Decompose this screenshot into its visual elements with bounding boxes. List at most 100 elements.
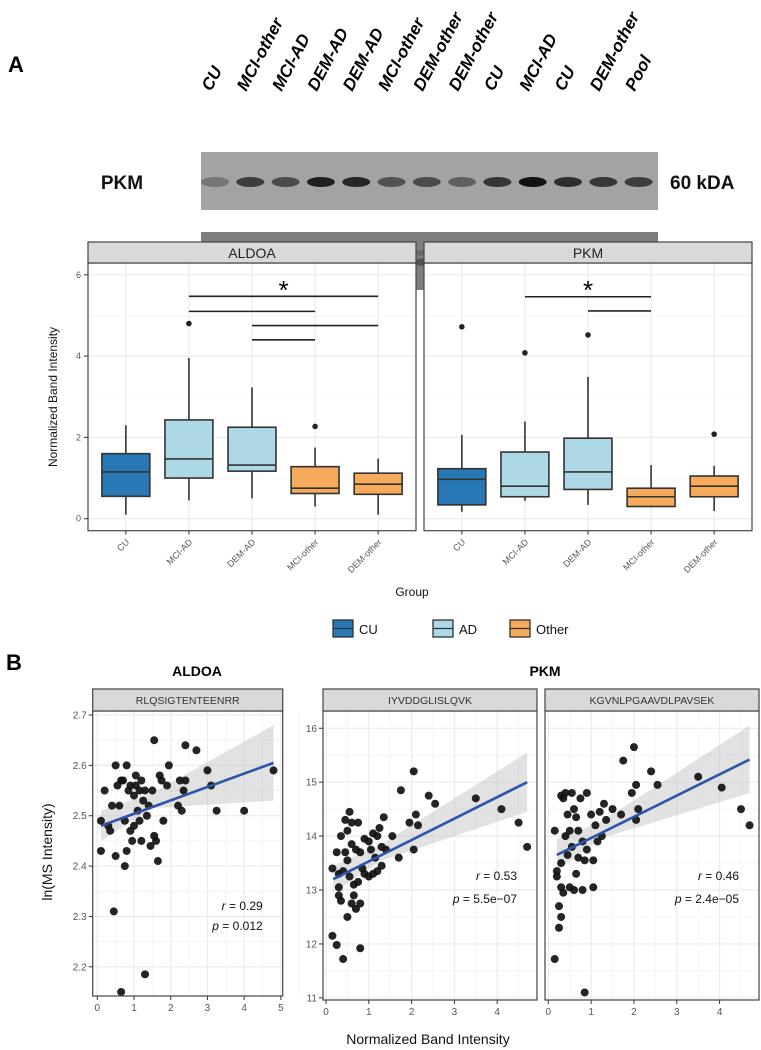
data-point bbox=[431, 799, 440, 808]
x-tick-label: 3 bbox=[205, 1003, 211, 1014]
data-point bbox=[582, 845, 591, 854]
outlier-point bbox=[522, 350, 528, 356]
data-point bbox=[135, 786, 144, 795]
outlier-point bbox=[585, 332, 591, 338]
data-point bbox=[414, 821, 423, 830]
data-point bbox=[349, 891, 358, 900]
r-symbol: r bbox=[476, 869, 481, 883]
data-point bbox=[557, 859, 566, 868]
x-tick-label: DEM-AD bbox=[561, 537, 594, 570]
facet-strip bbox=[423, 241, 753, 264]
box-cu bbox=[437, 324, 487, 512]
data-point bbox=[107, 801, 116, 810]
equals: = bbox=[219, 919, 233, 933]
boxplot-facet-pkm: CU MCI-AD DEM-AD MCI-other DEM-other * PKM bbox=[423, 241, 753, 575]
p-symbol: p bbox=[452, 892, 460, 906]
x-tick-label: 2 bbox=[168, 1003, 174, 1014]
y-tick-label: 0 bbox=[76, 514, 81, 524]
equals: = bbox=[226, 899, 240, 913]
y-tick-label: 14 bbox=[306, 832, 318, 843]
facet-strip-label: RLQSIGTENTEENRR bbox=[136, 695, 240, 707]
blot-band bbox=[377, 177, 406, 187]
data-point bbox=[137, 836, 146, 845]
data-point bbox=[356, 944, 365, 953]
data-point bbox=[131, 771, 140, 780]
data-point bbox=[163, 781, 172, 790]
y-tick-label: 2.5 bbox=[73, 811, 87, 822]
blot-band bbox=[589, 177, 618, 187]
y-axis-label: ln(MS Intensity) bbox=[39, 803, 55, 900]
blot-band bbox=[412, 177, 441, 187]
legend-item-ad: AD bbox=[432, 619, 477, 638]
data-point bbox=[578, 886, 587, 895]
data-point bbox=[555, 902, 564, 911]
box-mci-ad bbox=[164, 320, 214, 501]
data-point bbox=[405, 818, 414, 827]
data-point bbox=[106, 826, 115, 835]
x-tick-label: 3 bbox=[452, 1007, 458, 1018]
boxplot-facet-aldoa: CU MCI-AD DEM-AD MCI-other DEM-other *ALDOA bbox=[87, 241, 417, 575]
x-tick-label: 4 bbox=[494, 1007, 500, 1018]
data-point bbox=[567, 788, 576, 797]
data-point bbox=[563, 850, 572, 859]
facet-strip-label: KGVNLPGAAVDLPAVSEK bbox=[590, 695, 715, 707]
data-point bbox=[150, 736, 159, 745]
data-point bbox=[142, 811, 151, 820]
x-tick-label: CU bbox=[115, 537, 131, 553]
data-point bbox=[122, 846, 131, 855]
legend-label: AD bbox=[459, 622, 477, 637]
data-point bbox=[396, 786, 405, 795]
data-point bbox=[629, 743, 638, 752]
x-tick-label: 4 bbox=[241, 1003, 247, 1014]
equals: = bbox=[480, 869, 494, 883]
data-point bbox=[373, 867, 382, 876]
box bbox=[290, 465, 340, 495]
data-point bbox=[139, 796, 148, 805]
y-axis-label: Normalized Band Intensity bbox=[46, 327, 60, 467]
data-point bbox=[212, 806, 221, 815]
y-tick-label: 12 bbox=[306, 939, 318, 950]
blot-band bbox=[201, 177, 229, 187]
box bbox=[437, 467, 487, 506]
y-tick-label: 2 bbox=[76, 432, 81, 442]
box-cu bbox=[101, 425, 151, 515]
data-point bbox=[552, 872, 561, 881]
data-point bbox=[379, 813, 388, 822]
x-tick-label: 4 bbox=[717, 1007, 723, 1018]
data-point bbox=[343, 912, 352, 921]
y-tick-label: 6 bbox=[76, 270, 81, 280]
lane-label: CU bbox=[480, 63, 509, 94]
data-point bbox=[514, 818, 523, 827]
equals: = bbox=[460, 892, 474, 906]
data-point bbox=[141, 970, 150, 979]
data-point bbox=[559, 888, 568, 897]
blot-band bbox=[236, 177, 265, 187]
data-point bbox=[157, 776, 166, 785]
box bbox=[563, 437, 613, 491]
outlier-point bbox=[711, 431, 717, 437]
y-tick-label: 2.3 bbox=[73, 912, 87, 923]
data-point bbox=[334, 883, 343, 892]
facet-strip bbox=[544, 688, 760, 712]
data-point bbox=[595, 807, 604, 816]
data-point bbox=[100, 786, 109, 795]
data-point bbox=[561, 788, 570, 797]
data-point bbox=[373, 832, 382, 841]
data-point bbox=[347, 840, 356, 849]
data-point bbox=[341, 848, 350, 857]
data-point bbox=[555, 923, 564, 932]
data-point bbox=[328, 931, 337, 940]
r-value: 0.46 bbox=[716, 869, 740, 883]
significance-star: * bbox=[278, 275, 288, 305]
data-point bbox=[602, 815, 611, 824]
r-value: 0.29 bbox=[239, 899, 263, 913]
data-point bbox=[339, 955, 348, 964]
data-point bbox=[164, 761, 173, 770]
data-point bbox=[550, 955, 559, 964]
data-point bbox=[523, 842, 532, 851]
data-point bbox=[576, 794, 585, 803]
data-point bbox=[336, 896, 345, 905]
box-dem-ad bbox=[563, 332, 613, 505]
data-point bbox=[122, 761, 131, 770]
lane-label: Pool bbox=[621, 51, 656, 94]
